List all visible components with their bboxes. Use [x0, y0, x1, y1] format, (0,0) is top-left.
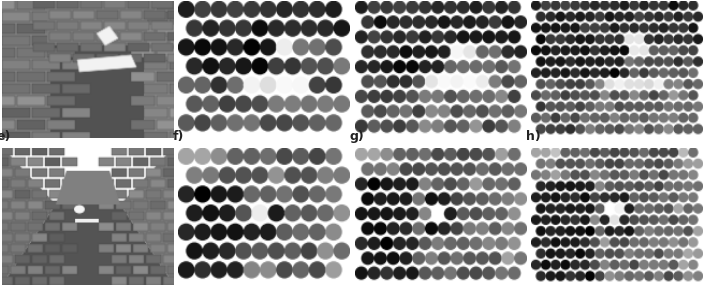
- Text: f): f): [173, 130, 184, 143]
- Text: e): e): [0, 130, 11, 143]
- Text: h): h): [526, 130, 541, 143]
- Text: g): g): [349, 130, 364, 143]
